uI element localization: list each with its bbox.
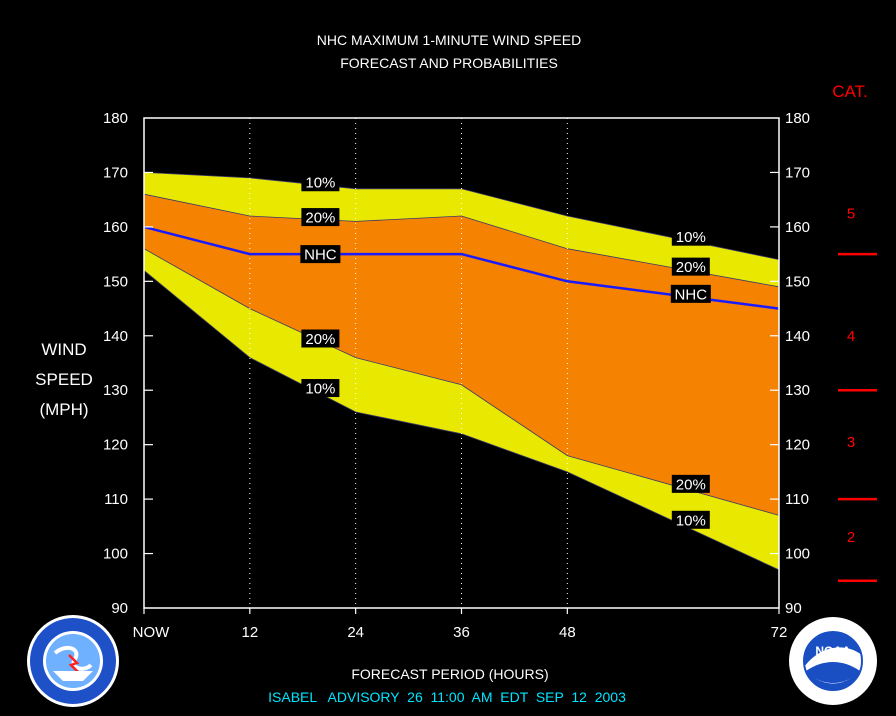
category-label-5: 5 xyxy=(847,205,855,222)
series-label-7: NHC xyxy=(675,286,708,303)
y-tick-label-right: 120 xyxy=(785,437,810,454)
x-tick-label: 36 xyxy=(453,624,470,641)
y-tick-label-right: 130 xyxy=(785,382,810,399)
series-label-box-8 xyxy=(671,474,710,493)
series-label-4: 10% xyxy=(305,381,335,398)
x-tick-label: 24 xyxy=(347,624,364,641)
nws-logo xyxy=(27,615,119,707)
series-label-3: 20% xyxy=(305,331,335,348)
category-label-4: 4 xyxy=(847,328,855,345)
series-label-box-0 xyxy=(301,173,340,192)
boundary-line-1 xyxy=(143,193,780,288)
y-tick-label-right: 140 xyxy=(785,328,810,345)
y-tick-label-right: 110 xyxy=(785,491,809,508)
y-tick-label-left: 160 xyxy=(103,219,128,236)
nhc-forecast-line xyxy=(143,225,780,310)
noaa-logo: NOAA xyxy=(789,617,877,705)
advisory-footer: ISABEL ADVISORY 26 11:00 AM EDT SEP 12 2… xyxy=(268,689,626,705)
series-label-box-9 xyxy=(671,510,710,529)
y-tick-label-right: 100 xyxy=(785,546,810,563)
y-tick-label-left: 180 xyxy=(103,110,128,127)
x-tick-label: 48 xyxy=(559,624,576,641)
series-label-box-6 xyxy=(671,257,710,276)
series-label-box-5 xyxy=(671,227,710,246)
y-tick-label-right: 180 xyxy=(785,110,810,127)
y-tick-label-left: 110 xyxy=(104,491,128,508)
series-label-box-1 xyxy=(301,208,340,227)
x-tick-label: NOW xyxy=(133,624,171,641)
y-tick-label-left: 150 xyxy=(103,273,128,290)
series-label-6: 20% xyxy=(676,259,706,276)
band-20-percent xyxy=(144,194,779,516)
series-label-1: 20% xyxy=(305,210,335,227)
y-tick-label-right: 170 xyxy=(785,164,810,181)
y-tick-label-right: 90 xyxy=(785,600,802,617)
series-label-2: NHC xyxy=(304,247,337,264)
svg-text:NOAA: NOAA xyxy=(815,644,851,658)
series-label-5: 10% xyxy=(676,229,706,246)
chart-title-line2: FORECAST AND PROBABILITIES xyxy=(340,55,558,71)
category-label-3: 3 xyxy=(847,434,855,451)
boundary-line-3 xyxy=(143,270,780,571)
y-axis-label-line1: WIND xyxy=(41,340,86,359)
boundary-line-2 xyxy=(143,248,780,516)
y-tick-label-left: 90 xyxy=(111,600,128,617)
series-label-box-2 xyxy=(300,245,341,264)
y-tick-label-right: 150 xyxy=(785,273,810,290)
boundary-line-0 xyxy=(143,172,780,260)
y-tick-label-right: 160 xyxy=(785,219,810,236)
y-tick-label-left: 130 xyxy=(103,382,128,399)
chart-title-line1: NHC MAXIMUM 1-MINUTE WIND SPEED xyxy=(317,32,581,48)
y-tick-label-left: 140 xyxy=(103,328,128,345)
series-label-8: 20% xyxy=(676,476,706,493)
x-tick-label: 72 xyxy=(771,624,788,641)
y-axis-label-line3: (MPH) xyxy=(39,400,88,419)
series-label-0: 10% xyxy=(305,175,335,192)
series-label-9: 10% xyxy=(676,512,706,529)
category-label-2: 2 xyxy=(847,529,855,546)
category-title: CAT. xyxy=(832,82,868,101)
x-axis-label: FORECAST PERIOD (HOURS) xyxy=(351,666,548,682)
y-tick-label-left: 120 xyxy=(103,437,128,454)
y-axis-label-line2: SPEED xyxy=(35,370,93,389)
series-label-box-7 xyxy=(670,284,711,303)
series-label-box-4 xyxy=(301,379,340,398)
y-tick-label-left: 100 xyxy=(103,546,128,563)
plot-area: 10% 20% NHC 20% 10% 10% 20% NHC 20% 10% xyxy=(143,117,780,614)
x-tick-label: 12 xyxy=(241,624,258,641)
series-label-box-3 xyxy=(301,329,340,348)
y-tick-label-left: 170 xyxy=(103,164,128,181)
